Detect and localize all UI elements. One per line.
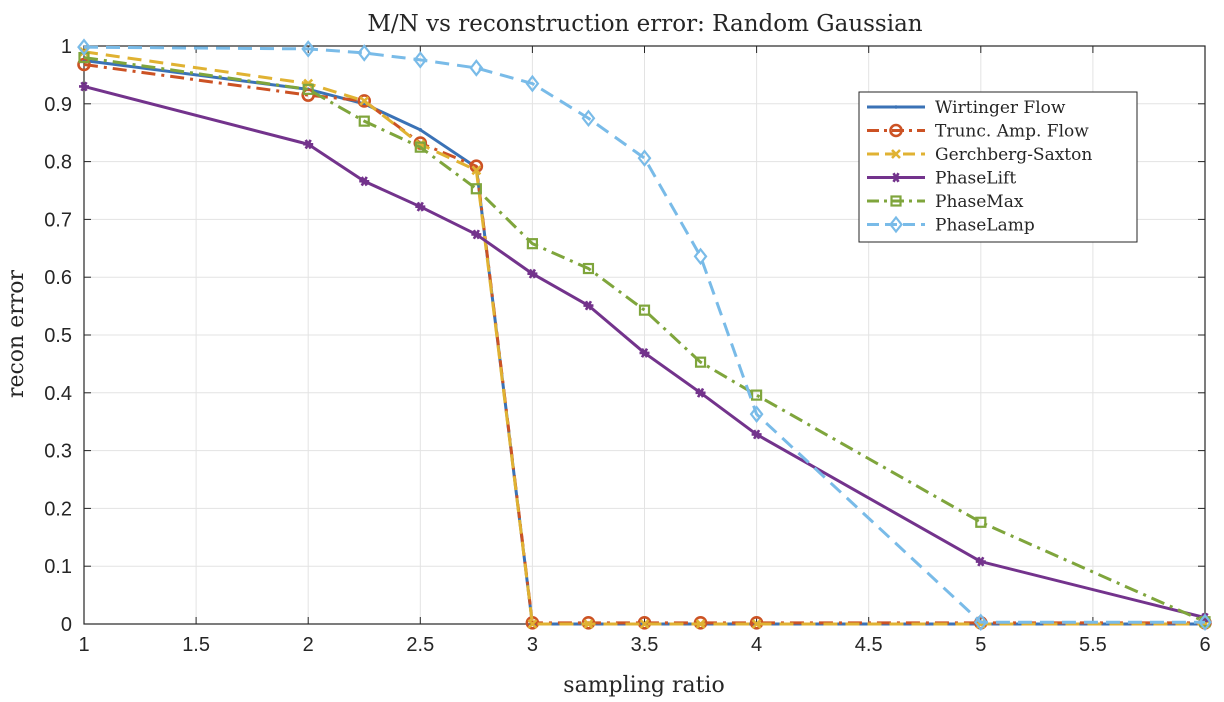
grid xyxy=(84,46,1205,624)
series-line xyxy=(83,45,1205,624)
data-point xyxy=(415,201,426,212)
legend-label: PhaseLamp xyxy=(935,216,1035,236)
data-point xyxy=(639,347,650,358)
legend-label: PhaseMax xyxy=(935,192,1024,212)
legend: Wirtinger Flow Trunc. Amp. Flow Gerchberg-… xyxy=(858,91,1138,243)
data-point xyxy=(303,139,314,150)
y-tick-label: 0.4 xyxy=(44,383,72,405)
y-tick-label: 1 xyxy=(61,36,72,58)
x-tick-label: 3.5 xyxy=(631,634,659,656)
legend-marker xyxy=(891,149,901,159)
y-tick-label: 0.9 xyxy=(44,94,72,116)
data-point xyxy=(414,141,426,153)
data-point xyxy=(582,262,595,275)
data-point xyxy=(301,40,316,58)
legend-label: PhaseLift xyxy=(935,169,1016,189)
data-point xyxy=(1198,613,1212,632)
series-2 xyxy=(79,46,1210,629)
data-point xyxy=(694,356,707,368)
legend-marker xyxy=(890,195,902,207)
legend-box xyxy=(858,91,1138,243)
y-tick-label: 0.1 xyxy=(44,556,72,578)
legend-marker xyxy=(894,105,898,109)
data-point xyxy=(526,238,539,250)
x-tick-label: 1 xyxy=(78,634,89,656)
x-tick-label: 2.5 xyxy=(406,634,434,656)
data-point xyxy=(583,619,594,629)
legend-item: Wirtinger Flow xyxy=(867,98,1066,118)
data-point xyxy=(357,94,372,108)
y-tick-label: 0.6 xyxy=(44,267,72,289)
data-point xyxy=(695,619,706,629)
x-tick-label: 5.5 xyxy=(1079,634,1107,656)
data-point xyxy=(525,74,540,93)
legend-marker xyxy=(891,172,901,183)
legend-item: PhaseLift xyxy=(867,169,1016,189)
y-tick-label: 0.2 xyxy=(44,498,72,520)
x-tick-label: 4 xyxy=(751,634,762,656)
x-tick-label: 3 xyxy=(527,634,538,656)
legend-item: Trunc. Amp. Flow xyxy=(867,122,1089,142)
data-point xyxy=(303,78,314,89)
data-point xyxy=(418,128,423,132)
legend-item: PhaseLamp xyxy=(867,216,1035,236)
legend-item: Gerchberg-Saxton xyxy=(867,145,1092,165)
data-point xyxy=(469,59,484,77)
legend-item: PhaseMax xyxy=(867,192,1024,212)
data-point xyxy=(301,88,316,102)
data-point xyxy=(751,429,762,440)
data-point xyxy=(695,387,706,398)
series-layer xyxy=(77,38,1212,632)
legend-label: Trunc. Amp. Flow xyxy=(935,122,1089,142)
legend-label: Gerchberg-Saxton xyxy=(935,145,1092,165)
series-line xyxy=(83,85,1206,620)
data-point xyxy=(357,44,372,62)
data-point xyxy=(359,95,370,106)
data-point xyxy=(581,109,596,128)
data-point xyxy=(302,83,314,95)
data-point xyxy=(527,268,538,279)
x-tick-label: 5 xyxy=(975,634,986,656)
y-tick-label: 0.3 xyxy=(44,441,72,463)
legend-label: Wirtinger Flow xyxy=(935,98,1066,118)
x-axis-label: sampling ratio xyxy=(563,673,724,698)
y-tick-label: 0.7 xyxy=(44,209,72,231)
data-point xyxy=(751,619,762,629)
data-point xyxy=(471,165,482,176)
data-point xyxy=(359,176,370,187)
chart-title: M/N vs reconstruction error: Random Gaus… xyxy=(367,11,922,37)
y-tick-label: 0.5 xyxy=(44,325,72,347)
data-point xyxy=(471,229,482,240)
series-line xyxy=(83,56,1206,624)
data-point xyxy=(639,619,650,629)
data-point xyxy=(583,300,594,311)
data-point xyxy=(750,389,763,401)
data-point xyxy=(358,115,370,127)
data-point xyxy=(975,516,987,528)
legend-marker xyxy=(889,215,903,234)
data-point xyxy=(413,51,428,69)
y-tick-label: 0.8 xyxy=(44,152,72,174)
data-point xyxy=(973,613,988,632)
data-point xyxy=(637,149,652,167)
y-axis-label: recon error xyxy=(4,269,29,398)
data-point xyxy=(693,247,708,266)
series-5 xyxy=(77,38,1212,632)
x-tick-label: 6 xyxy=(1199,634,1210,656)
x-tick-label: 2 xyxy=(303,634,314,656)
data-point xyxy=(638,304,651,316)
data-point xyxy=(77,38,91,56)
data-point xyxy=(470,183,482,195)
legend-marker xyxy=(889,123,903,138)
x-tick-label: 1.5 xyxy=(182,634,210,656)
data-point xyxy=(749,405,764,423)
y-tick-label: 0 xyxy=(61,614,72,636)
axes: 1 1.5 2 2.5 3 3.5 4 4.5 5 5.5 6 0 0.1 0.2 0.3 0.4 0.5 0.6… xyxy=(44,36,1210,656)
data-point xyxy=(975,556,986,567)
x-tick-label: 4.5 xyxy=(855,634,883,656)
series-line xyxy=(83,50,1205,626)
data-point xyxy=(79,81,89,92)
data-point xyxy=(527,619,538,629)
